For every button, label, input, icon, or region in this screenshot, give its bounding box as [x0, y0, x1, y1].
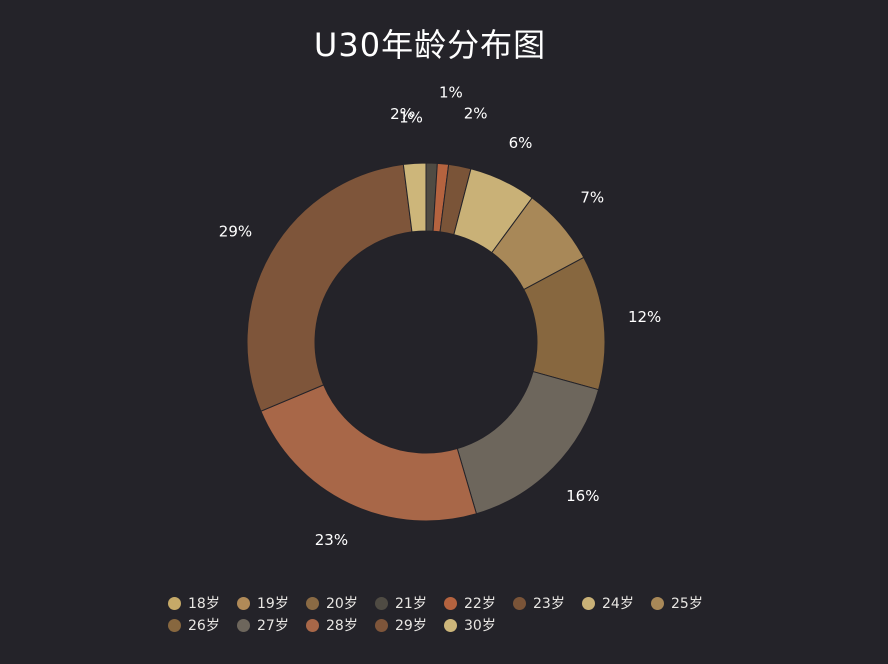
legend-swatch-icon: [237, 596, 250, 610]
donut-slices: [246, 162, 606, 522]
legend-item-22岁[interactable]: 22岁: [444, 593, 513, 613]
slice-29岁[interactable]: [246, 163, 413, 412]
legend-label: 21岁: [395, 596, 427, 612]
percent-label-29岁: 29%: [219, 223, 252, 241]
legend-row: 18岁 19岁 20岁 21岁 22岁 23岁 24岁 25岁: [168, 592, 728, 614]
legend-swatch-icon: [306, 596, 319, 610]
legend-item-28岁[interactable]: 28岁: [306, 615, 375, 635]
legend-item-24岁[interactable]: 24岁: [582, 593, 651, 613]
slice-28岁[interactable]: [260, 384, 478, 522]
legend-label: 28岁: [326, 618, 358, 634]
legend-item-30岁[interactable]: 30岁: [444, 615, 513, 635]
percent-label-21岁: 1%: [399, 109, 423, 127]
legend-swatch-icon: [168, 618, 181, 632]
percent-label-23岁: 2%: [464, 104, 488, 122]
percent-label-25岁: 7%: [580, 188, 604, 206]
legend-item-20岁[interactable]: 20岁: [306, 593, 375, 613]
legend-label: 27岁: [257, 618, 289, 634]
percent-label-30岁: 2%: [390, 105, 414, 123]
legend-label: 22岁: [464, 596, 496, 612]
legend-item-23岁[interactable]: 23岁: [513, 593, 582, 613]
percent-label-24岁: 6%: [509, 134, 533, 152]
legend-swatch-icon: [444, 618, 457, 632]
legend-label: 20岁: [326, 596, 358, 612]
legend-label: 25岁: [671, 596, 703, 612]
legend-swatch-icon: [237, 618, 250, 632]
legend-label: 30岁: [464, 618, 496, 634]
percent-label-22岁: 1%: [439, 84, 463, 102]
percent-label-27岁: 16%: [566, 487, 599, 505]
legend-swatch-icon: [444, 596, 457, 610]
legend-swatch-icon: [375, 596, 388, 610]
chart-title: U30年龄分布图: [313, 26, 547, 64]
legend-item-21岁[interactable]: 21岁: [375, 593, 444, 613]
legend-swatch-icon: [168, 596, 181, 610]
legend-item-26岁[interactable]: 26岁: [168, 615, 237, 635]
legend-swatch-icon: [651, 596, 664, 610]
legend-swatch-icon: [375, 618, 388, 632]
percent-labels: 1%1%2%6%7%12%16%23%29%2%: [219, 84, 662, 550]
legend-item-18岁[interactable]: 18岁: [168, 593, 237, 613]
legend-swatch-icon: [306, 618, 319, 632]
legend-label: 18岁: [188, 596, 220, 612]
percent-label-26岁: 12%: [628, 308, 661, 326]
legend-item-19岁[interactable]: 19岁: [237, 593, 306, 613]
legend-swatch-icon: [582, 596, 595, 610]
legend-item-29岁[interactable]: 29岁: [375, 615, 444, 635]
legend-item-27岁[interactable]: 27岁: [237, 615, 306, 635]
legend-item-25岁[interactable]: 25岁: [651, 593, 720, 613]
legend-label: 19岁: [257, 596, 289, 612]
legend-row: 26岁 27岁 28岁 29岁 30岁: [168, 614, 728, 636]
percent-label-28岁: 23%: [315, 531, 348, 549]
legend-label: 23岁: [533, 596, 565, 612]
legend-swatch-icon: [513, 596, 526, 610]
legend-label: 29岁: [395, 618, 427, 634]
slice-30岁[interactable]: [402, 162, 427, 233]
legend-label: 26岁: [188, 618, 220, 634]
legend: 18岁 19岁 20岁 21岁 22岁 23岁 24岁 25岁 26岁 27岁 28岁 29岁 30岁: [168, 592, 728, 636]
legend-label: 24岁: [602, 596, 634, 612]
